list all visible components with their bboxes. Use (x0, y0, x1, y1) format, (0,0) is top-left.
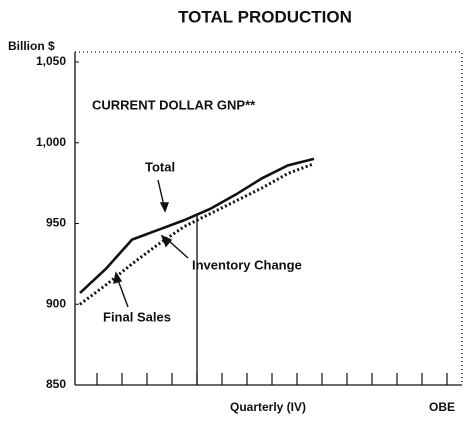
y-tick-label: 850 (46, 377, 66, 391)
arrow (167, 239, 189, 259)
annotation: Final Sales (103, 309, 171, 324)
arrows (113, 179, 189, 308)
y-tick-label: 1,050 (36, 54, 66, 68)
arrow (117, 279, 129, 308)
line-dotted (79, 162, 315, 306)
arrow-head (159, 202, 170, 213)
annotation: Total (145, 159, 175, 174)
chart-title: TOTAL PRODUCTION (178, 7, 352, 26)
y-axis-label: Billion $ (8, 39, 55, 53)
annotation: Inventory Change (192, 257, 302, 272)
source: OBE (429, 400, 455, 414)
y-tick-label: 1,000 (36, 135, 66, 149)
x-axis-label: Quarterly (IV) (230, 400, 306, 414)
arrow (157, 179, 165, 207)
y-tick-label: 950 (46, 216, 66, 230)
frame-top (75, 51, 463, 385)
annotation: CURRENT DOLLAR GNP** (92, 97, 256, 112)
y-tick-label: 900 (46, 296, 66, 310)
line-solid (79, 157, 315, 294)
